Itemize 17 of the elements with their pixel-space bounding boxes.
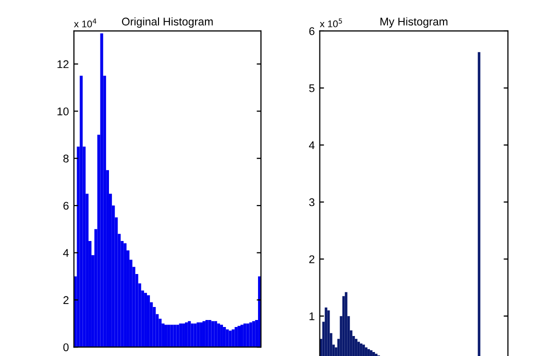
text: x 10$^{5}$ bbox=[320, 18, 342, 28]
y-tick-label: 2 bbox=[63, 296, 68, 304]
y-tick-label: 2 bbox=[309, 255, 314, 264]
y-tick-label: 5 bbox=[309, 84, 314, 92]
y-tick-label: 0 bbox=[63, 343, 69, 352]
y-tick-label: 4 bbox=[63, 249, 69, 257]
y-tick-label: 8 bbox=[63, 154, 69, 162]
y-tick-label: 1 bbox=[310, 312, 314, 320]
y-tick-label: 6 bbox=[63, 202, 69, 210]
y-tick-label: 10 bbox=[58, 107, 69, 116]
y-tick-label: 3 bbox=[309, 198, 314, 206]
chart-title: Original Histogram bbox=[122, 17, 213, 28]
chart-title: My Histogram bbox=[380, 17, 448, 28]
y-tick-label: 12 bbox=[58, 60, 68, 68]
text: x 10$^{4}$ bbox=[74, 18, 96, 28]
y-tick-label: 6 bbox=[309, 27, 314, 36]
y-tick-label: 4 bbox=[308, 141, 315, 150]
